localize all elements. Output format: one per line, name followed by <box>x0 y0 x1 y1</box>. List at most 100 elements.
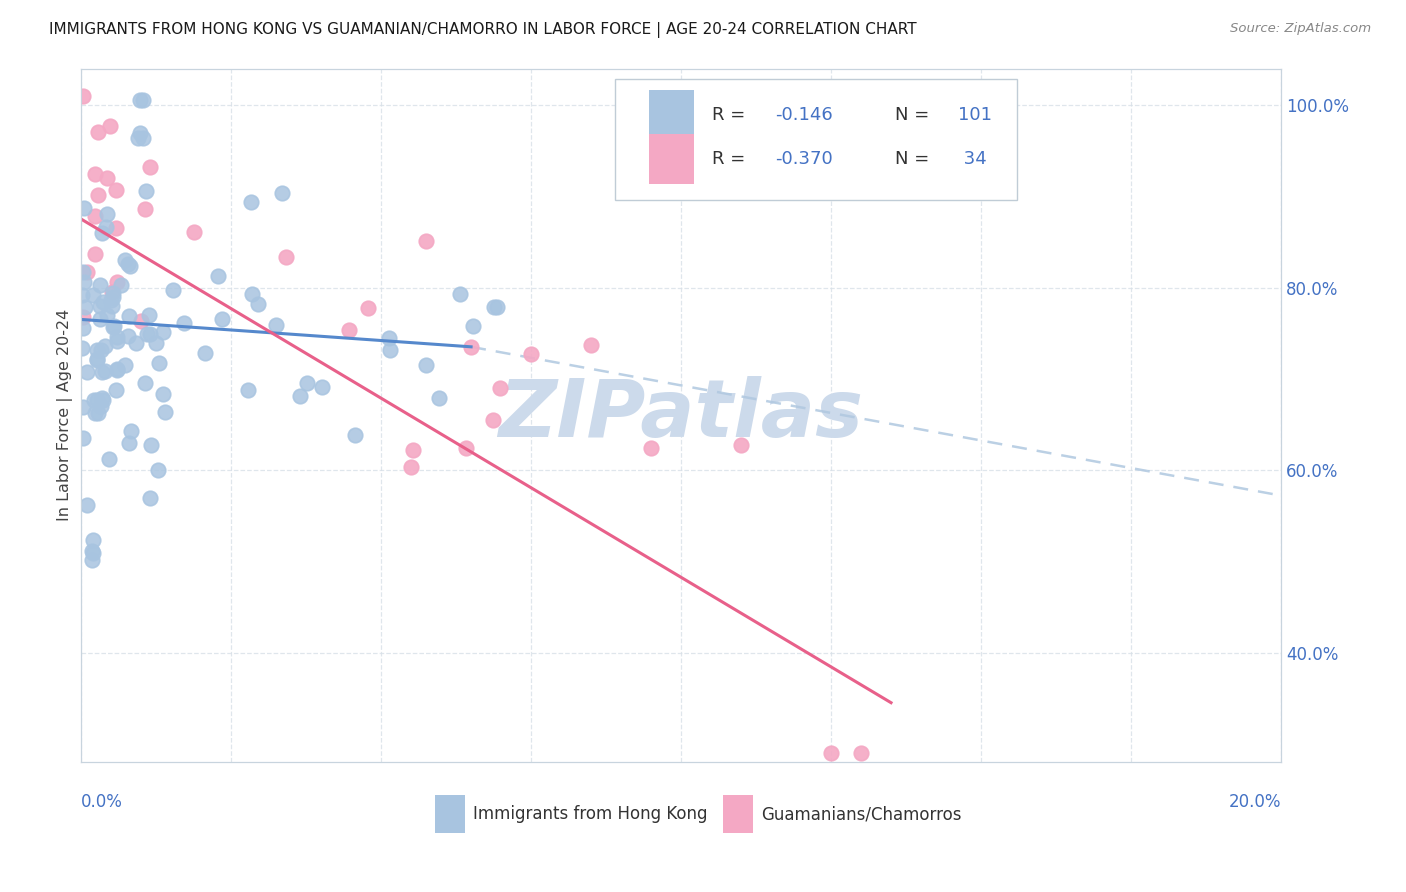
Point <box>76 365 98 379</box>
Point <box>239 195 262 210</box>
Point <box>173 317 195 331</box>
Text: -0.370: -0.370 <box>775 150 832 168</box>
Point <box>128 127 150 141</box>
Point <box>91 226 114 240</box>
Point <box>93 295 115 310</box>
Point <box>139 160 162 174</box>
Point <box>105 361 128 376</box>
Point <box>91 365 114 379</box>
Point <box>415 235 437 249</box>
Point <box>266 318 288 332</box>
Point <box>90 343 112 357</box>
Point <box>139 327 162 342</box>
Point <box>162 283 184 297</box>
Point <box>125 336 148 351</box>
Y-axis label: In Labor Force | Age 20-24: In Labor Force | Age 20-24 <box>58 310 73 522</box>
Point <box>72 287 94 301</box>
Point <box>520 347 543 361</box>
Point <box>101 320 124 334</box>
Point <box>98 119 121 133</box>
Point <box>89 277 111 292</box>
Point <box>311 380 333 394</box>
Point <box>579 337 602 351</box>
Point <box>730 438 752 452</box>
Text: R =: R = <box>713 106 751 124</box>
Bar <box>648 134 695 184</box>
Point <box>399 460 422 475</box>
Point <box>72 201 94 215</box>
Point <box>276 251 298 265</box>
Point <box>427 392 450 406</box>
Point <box>415 359 437 373</box>
Point <box>139 491 162 505</box>
Point <box>104 183 127 197</box>
Point <box>482 301 505 315</box>
Point <box>135 327 157 342</box>
Point <box>76 498 98 512</box>
Text: ZIPatlas: ZIPatlas <box>499 376 863 454</box>
Point <box>402 443 425 458</box>
Point <box>72 310 94 325</box>
Point <box>89 299 111 313</box>
Point <box>105 363 128 377</box>
Point <box>129 313 152 327</box>
Point <box>155 405 177 419</box>
Point <box>96 171 118 186</box>
Point <box>94 364 117 378</box>
Point <box>82 546 104 560</box>
Text: Source: ZipAtlas.com: Source: ZipAtlas.com <box>1230 22 1371 36</box>
Point <box>105 334 128 348</box>
Point <box>456 442 478 456</box>
Point <box>246 297 269 311</box>
Point <box>207 269 229 284</box>
Point <box>344 428 367 442</box>
Point <box>83 167 105 181</box>
Text: IMMIGRANTS FROM HONG KONG VS GUAMANIAN/CHAMORRO IN LABOR FORCE | AGE 20-24 CORRE: IMMIGRANTS FROM HONG KONG VS GUAMANIAN/C… <box>49 22 917 38</box>
Point <box>103 319 125 334</box>
Point <box>70 341 93 355</box>
Point <box>461 318 484 333</box>
Text: -0.146: -0.146 <box>775 106 832 124</box>
Point <box>138 308 160 322</box>
Point <box>76 265 98 279</box>
Text: N =: N = <box>894 106 935 124</box>
Point <box>460 340 482 354</box>
Point <box>98 452 121 467</box>
Point <box>148 356 170 370</box>
Point <box>87 125 110 139</box>
Point <box>103 290 125 304</box>
Point <box>82 533 104 547</box>
Point <box>117 329 139 343</box>
Text: 0.0%: 0.0% <box>82 793 124 811</box>
Point <box>238 384 260 398</box>
Point <box>357 301 380 315</box>
Point <box>82 288 104 302</box>
Bar <box>434 795 465 833</box>
Point <box>86 352 108 367</box>
Point <box>378 330 401 344</box>
Point <box>295 376 318 390</box>
Point <box>118 436 141 450</box>
Point <box>86 343 108 357</box>
Point <box>183 226 205 240</box>
Point <box>110 278 132 293</box>
Point <box>240 287 263 301</box>
Point <box>73 275 96 289</box>
Point <box>104 220 127 235</box>
Point <box>194 345 217 359</box>
Point <box>84 247 107 261</box>
Point <box>90 392 112 406</box>
Point <box>849 746 872 760</box>
Point <box>89 311 111 326</box>
Text: 20.0%: 20.0% <box>1229 793 1281 811</box>
Point <box>134 376 156 390</box>
Point <box>72 265 94 279</box>
Point <box>84 406 107 420</box>
Point <box>72 321 94 335</box>
Point <box>90 399 112 413</box>
Point <box>72 89 94 103</box>
Point <box>100 293 122 308</box>
Point <box>640 441 662 455</box>
Point <box>101 285 124 300</box>
Point <box>378 343 401 358</box>
